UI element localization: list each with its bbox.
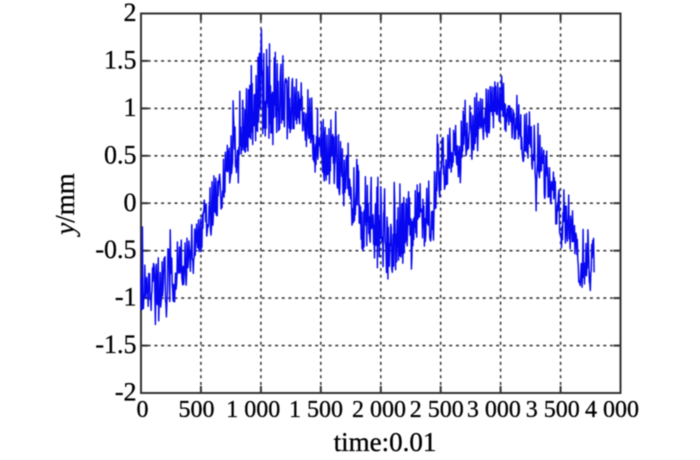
svg-text:4 000: 4 000 — [585, 397, 639, 423]
svg-text:2: 2 — [124, 0, 137, 27]
svg-text:1 500: 1 500 — [289, 397, 343, 423]
svg-text:0: 0 — [124, 188, 137, 217]
svg-text:-0.5: -0.5 — [95, 235, 136, 264]
svg-text:3 500: 3 500 — [526, 397, 580, 423]
svg-text:0: 0 — [137, 397, 149, 423]
svg-text:-1: -1 — [115, 283, 137, 312]
svg-text:500: 500 — [179, 397, 215, 423]
svg-text:2 000: 2 000 — [352, 397, 406, 423]
svg-text:2 500: 2 500 — [410, 397, 464, 423]
svg-text:0.5: 0.5 — [104, 140, 137, 169]
svg-text:1 000: 1 000 — [226, 397, 280, 423]
svg-text:1.5: 1.5 — [104, 45, 137, 74]
svg-text:time:0.01: time:0.01 — [334, 427, 437, 457]
svg-text:1: 1 — [124, 93, 137, 122]
svg-text:-1.5: -1.5 — [95, 330, 136, 359]
svg-text:-2: -2 — [115, 378, 137, 407]
svg-text:y/mm: y/mm — [50, 173, 80, 238]
svg-text:3 000: 3 000 — [467, 397, 521, 423]
